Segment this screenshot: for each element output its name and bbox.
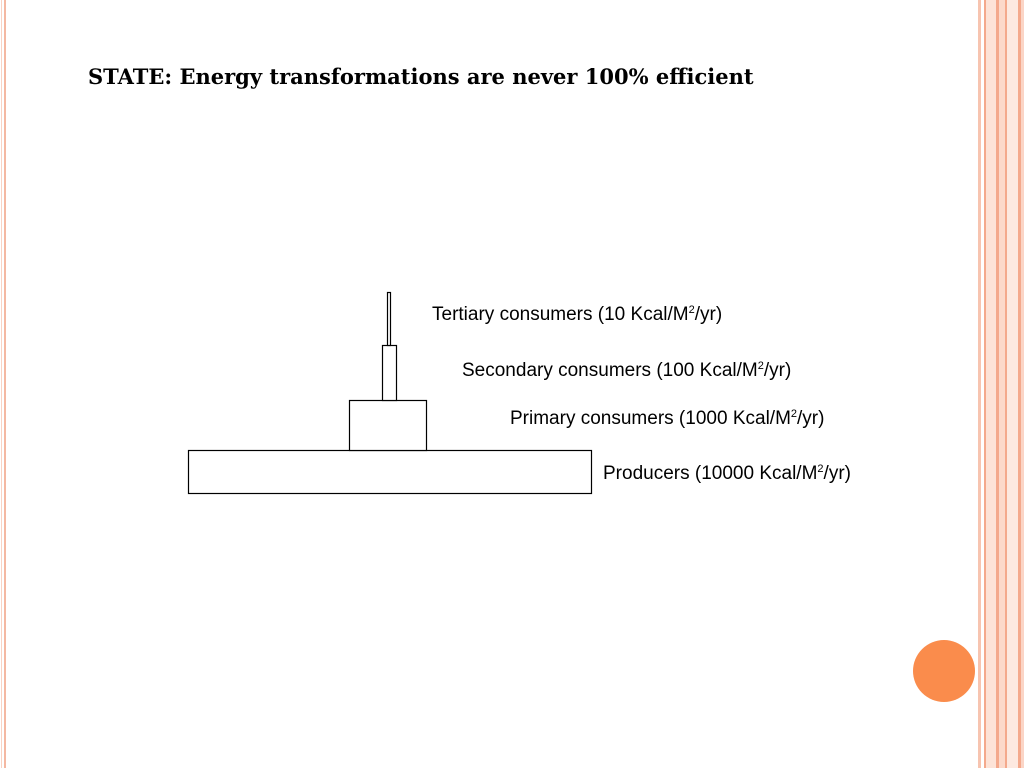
producers-bar [187,449,593,495]
right-frame-border [978,0,1024,768]
tertiary-consumers-bar [386,291,392,347]
secondary-consumers-bar [381,344,398,402]
primary-consumers-label: Primary consumers (1000 Kcal/M2/yr) [510,408,824,429]
producers-label: Producers (10000 Kcal/M2/yr) [603,463,851,484]
slide-title: STATE: Energy transformations are never … [88,64,754,89]
primary-consumers-bar [348,399,428,452]
secondary-consumers-label: Secondary consumers (100 Kcal/M2/yr) [462,360,791,381]
left-frame-border [0,0,6,768]
accent-circle [913,640,975,702]
tertiary-consumers-label: Tertiary consumers (10 Kcal/M2/yr) [432,304,722,325]
